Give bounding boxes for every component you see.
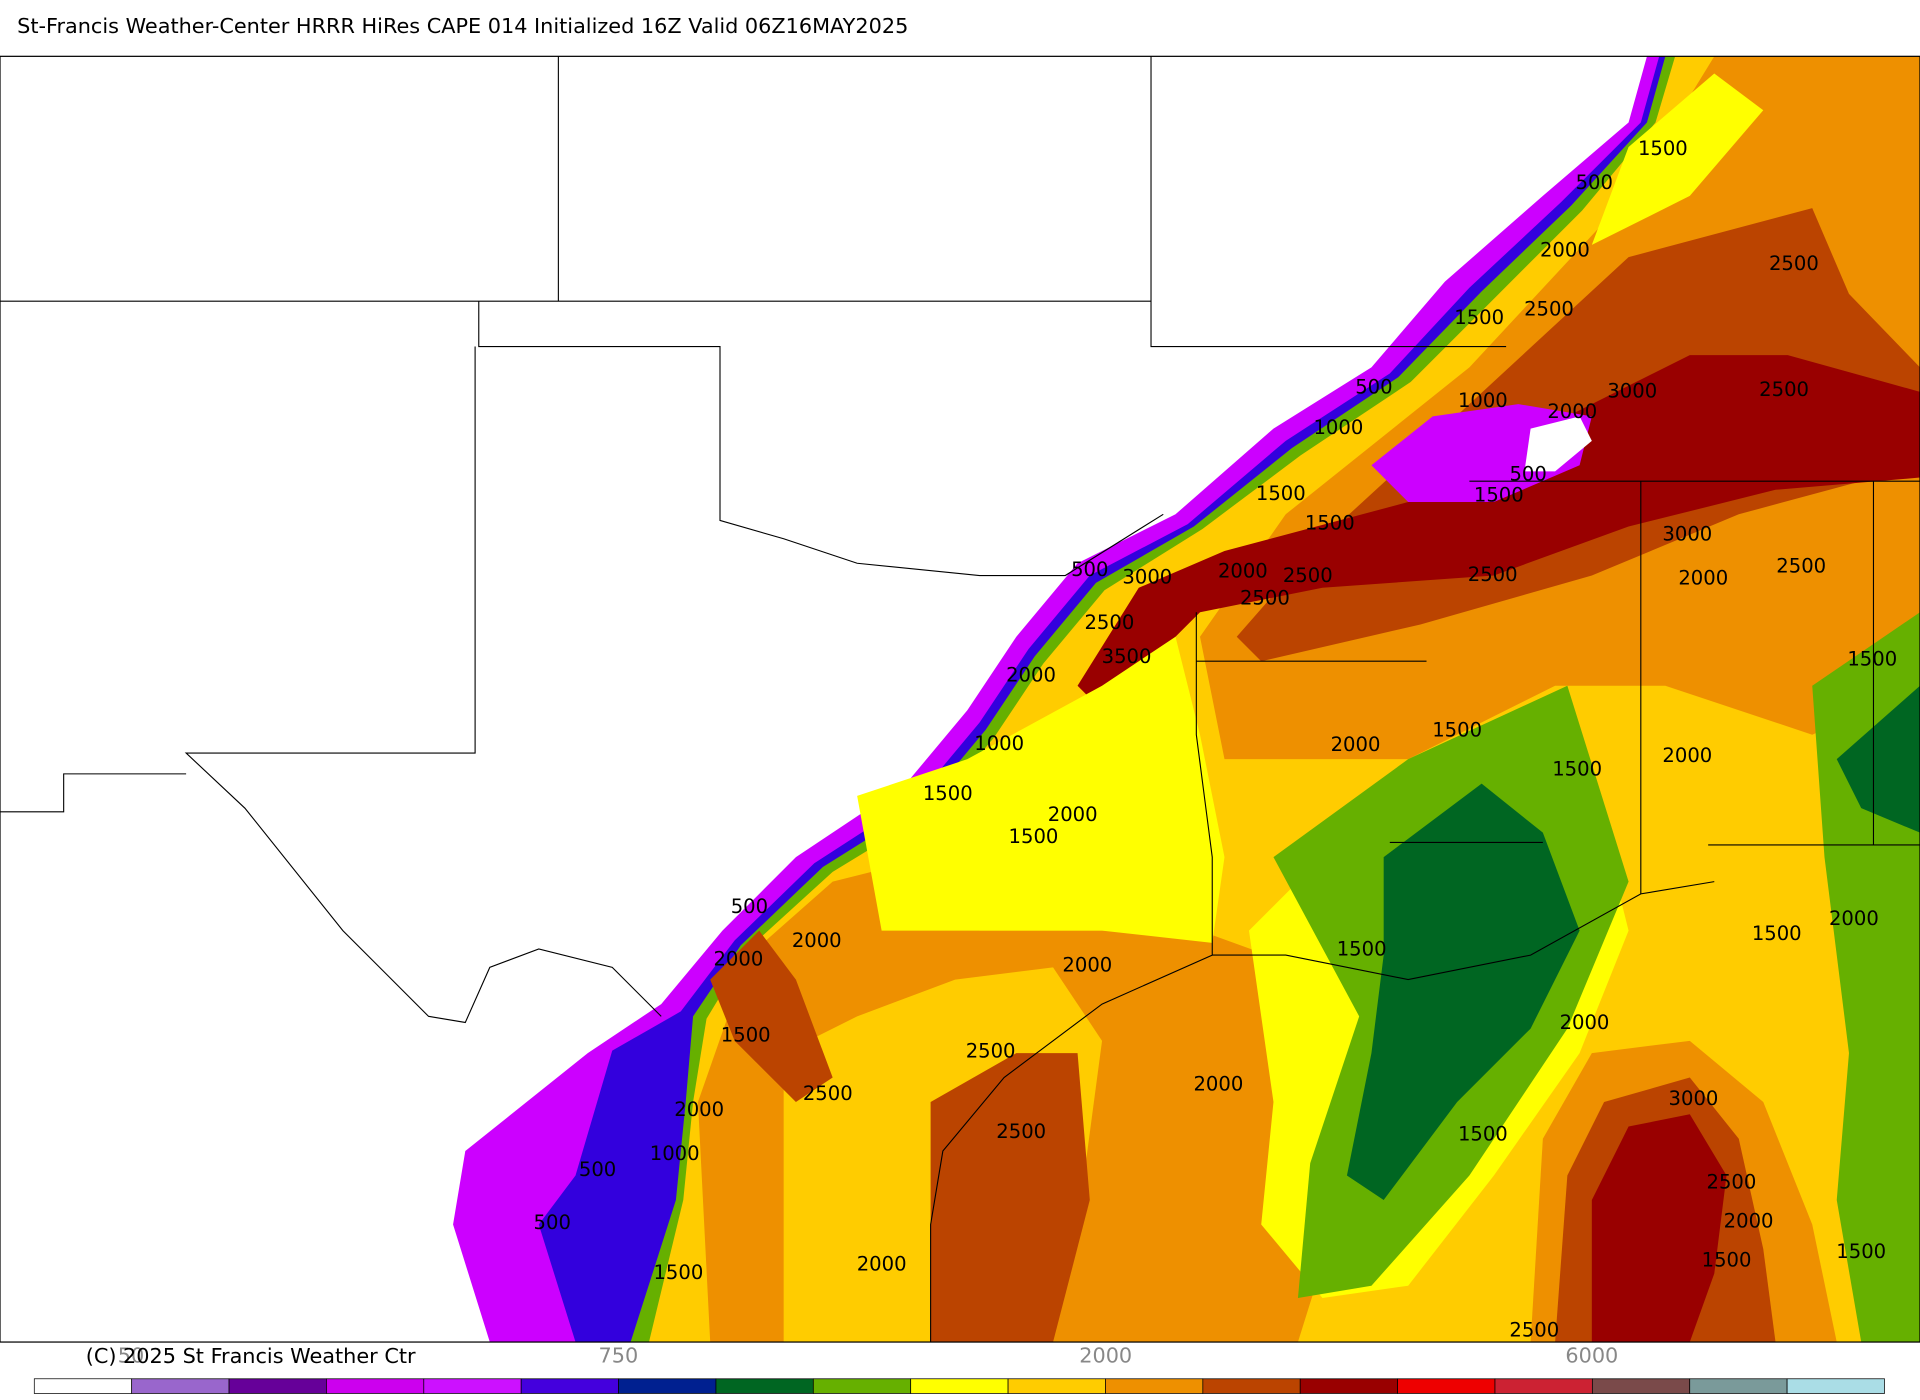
contour-label: 1000 (1313, 416, 1363, 439)
contour-label: 500 (1071, 558, 1108, 581)
contour-label: 2000 (1006, 663, 1056, 686)
cape-field (453, 56, 1920, 1343)
contour-label: 2000 (1560, 1011, 1610, 1034)
contour-label: 1500 (1009, 825, 1059, 848)
contour-label: 2500 (1468, 563, 1518, 586)
contour-label: 3000 (1662, 523, 1712, 546)
colorbar-swatch (1591, 1378, 1691, 1394)
contour-label: 2000 (1193, 1072, 1243, 1095)
colorbar-swatch (33, 1378, 133, 1394)
contour-label: 1500 (1752, 922, 1802, 945)
colorbar-swatch (1299, 1378, 1398, 1394)
title: St-Francis Weather-Center HRRR HiRes CAP… (17, 14, 908, 38)
contour-label: 500 (534, 1211, 571, 1234)
contour-label: 1000 (650, 1142, 700, 1165)
contour-label: 2500 (1524, 297, 1574, 320)
colorbar-swatch (423, 1378, 522, 1394)
contour-label: 1500 (721, 1023, 771, 1046)
contour-label: 1500 (1454, 306, 1504, 329)
contour-label: 3500 (1102, 645, 1152, 668)
contour-label: 2000 (1218, 559, 1268, 582)
contour-label: 2500 (966, 1039, 1016, 1062)
contour-label: 1000 (1458, 389, 1508, 412)
contour-label: 2000 (1062, 954, 1112, 977)
contour-label: 2000 (713, 948, 763, 971)
contour-label: 2000 (1662, 744, 1712, 767)
colorbar-swatch (520, 1378, 619, 1394)
copyright: (C) 2025 St Francis Weather Ctr (86, 1344, 416, 1368)
colorbar-label: 6000 (1565, 1344, 1618, 1368)
contour-label: 3000 (1669, 1087, 1719, 1110)
colorbar-label: 50 (118, 1344, 144, 1368)
contour-label: 3000 (1122, 565, 1172, 588)
contour-label: 3000 (1607, 379, 1657, 402)
contour-label: 2500 (1240, 586, 1290, 609)
contour-label: 1500 (653, 1261, 703, 1284)
colorbar-swatch (1202, 1378, 1301, 1394)
contour-label: 500 (1509, 463, 1546, 486)
contour-label: 500 (731, 895, 768, 918)
contour-label: 2000 (1678, 567, 1728, 590)
contour-label: 1000 (974, 732, 1024, 755)
contour-label: 2500 (1707, 1170, 1757, 1193)
colorbar-swatch (1689, 1378, 1788, 1394)
colorbar-swatch (1105, 1378, 1204, 1394)
contour-label: 500 (579, 1158, 616, 1181)
contour-label: 2500 (1769, 252, 1819, 275)
contour-label: 1500 (1638, 137, 1688, 160)
colorbar-swatch (131, 1378, 230, 1394)
colorbar-swatch (618, 1378, 717, 1394)
contour-label: 2000 (1724, 1210, 1774, 1233)
contour-label: 1500 (1702, 1249, 1752, 1272)
contour-label: 500 (1355, 376, 1392, 399)
contour-label: 2000 (1540, 239, 1590, 262)
contour-label: 2000 (792, 929, 842, 952)
colorbar-swatch (1397, 1378, 1496, 1394)
colorbar-swatch (1007, 1378, 1106, 1394)
colorbar-swatch (1786, 1378, 1885, 1394)
contour-label: 1500 (1552, 758, 1602, 781)
contour-label: 2000 (857, 1252, 907, 1275)
contour-label: 2000 (1829, 907, 1879, 930)
colorbar-swatch (812, 1378, 912, 1394)
contour-label: 2500 (803, 1082, 853, 1105)
colorbar-swatch (910, 1378, 1009, 1394)
contour-label: 1500 (1836, 1240, 1886, 1263)
colorbar-label: 750 (599, 1344, 639, 1368)
state-borders (0, 56, 1920, 1343)
colorbar-swatch (1494, 1378, 1593, 1394)
contour-label: 2500 (1283, 564, 1333, 587)
contour-label: 1500 (1474, 483, 1524, 506)
contour-label: 2000 (1547, 400, 1597, 423)
colorbar-swatch (715, 1378, 814, 1394)
contour-label: 2000 (1048, 803, 1098, 826)
contour-label: 1500 (1337, 938, 1387, 961)
contour-label: 1500 (1458, 1123, 1508, 1146)
contour-label: 2500 (1084, 611, 1134, 634)
colorbar-label: 2000 (1079, 1344, 1132, 1368)
contour-label: 2500 (1776, 554, 1826, 577)
contour-label: 1500 (1305, 512, 1355, 535)
contour-label: 2500 (1509, 1319, 1559, 1342)
contour-label: 1500 (923, 782, 973, 805)
contour-label: 2000 (1331, 733, 1381, 756)
contour-label: 2000 (674, 1098, 724, 1121)
contour-label: 1500 (1847, 648, 1897, 671)
contour-label: 1500 (1256, 482, 1306, 505)
contour-label: 2500 (1759, 378, 1809, 401)
map-frame (0, 55, 1920, 1343)
contour-label: 1500 (1432, 719, 1482, 742)
colorbar-swatch (228, 1378, 327, 1394)
colorbar-swatch (326, 1378, 425, 1394)
contour-label: 500 (1576, 171, 1613, 194)
contour-label: 2500 (996, 1120, 1046, 1143)
